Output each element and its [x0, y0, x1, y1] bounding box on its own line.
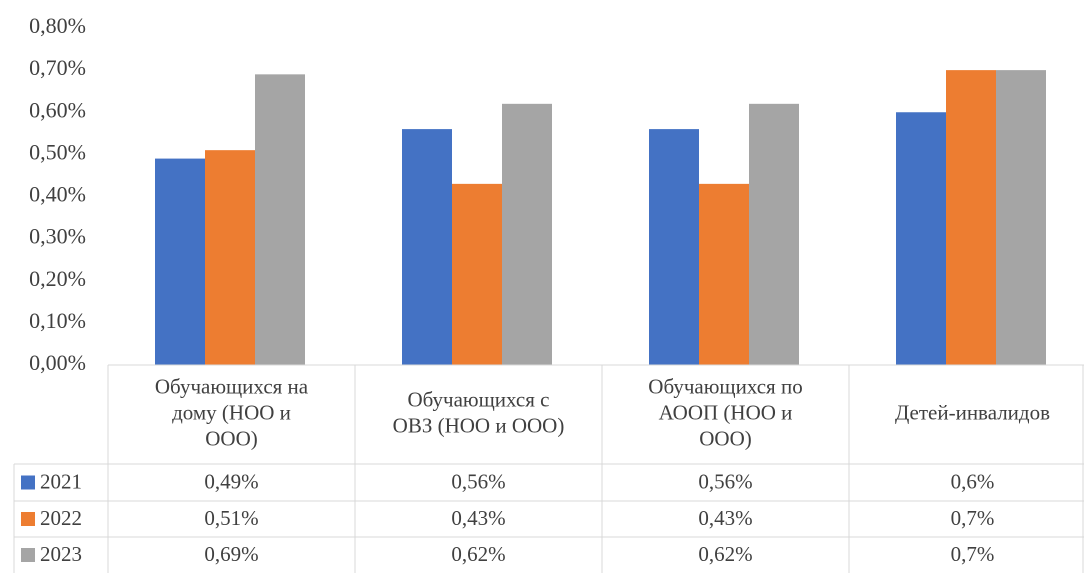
category-label: Обучающихся с: [408, 387, 550, 411]
y-tick-label: 0,80%: [29, 13, 86, 38]
category-label: дому (НОО и: [172, 400, 291, 424]
y-tick-label: 0,30%: [29, 224, 86, 249]
bar-2022-0: [205, 150, 255, 365]
category-label: АООП (НОО и: [659, 400, 793, 424]
y-tick-label: 0,50%: [29, 139, 86, 164]
bar-2022-1: [452, 183, 502, 365]
y-tick-label: 0,40%: [29, 182, 86, 207]
y-tick-label: 0,20%: [29, 266, 86, 291]
bar-2021-2: [649, 129, 699, 365]
bar-2022-3: [946, 70, 996, 365]
legend-key-2022: [21, 512, 35, 526]
legend-key-2021: [21, 475, 35, 490]
table-cell: 0,7%: [951, 506, 995, 530]
table-cell: 0,69%: [204, 542, 258, 566]
legend-label: 2023: [40, 542, 82, 566]
y-tick-label: 0,00%: [29, 350, 86, 375]
bar-2023-1: [502, 103, 552, 365]
bar-2021-0: [155, 158, 205, 365]
y-tick-label: 0,10%: [29, 308, 86, 333]
table-cell: 0,56%: [451, 469, 505, 493]
table-cell: 0,62%: [698, 542, 752, 566]
bar-2023-3: [996, 70, 1046, 365]
category-label: Обучающихся на: [155, 374, 309, 398]
table-cell: 0,43%: [451, 506, 505, 530]
legend-key-2023: [21, 548, 35, 562]
bar-2021-3: [896, 112, 946, 365]
bar-2022-2: [699, 183, 749, 365]
bar-2021-1: [402, 129, 452, 365]
bar-2023-0: [255, 74, 305, 366]
y-tick-label: 0,70%: [29, 55, 86, 80]
category-label: Детей-инвалидов: [895, 400, 1050, 424]
table-cell: 0,62%: [451, 542, 505, 566]
table-cell: 0,7%: [951, 542, 995, 566]
table-cell: 0,51%: [204, 506, 258, 530]
y-tick-label: 0,60%: [29, 97, 86, 122]
table-cell: 0,43%: [698, 506, 752, 530]
category-label: Обучающихся по: [648, 374, 802, 398]
bar-2023-2: [749, 103, 799, 365]
category-label: ООО): [205, 426, 258, 450]
category-label: ООО): [699, 426, 752, 450]
table-cell: 0,56%: [698, 469, 752, 493]
table-cell: 0,6%: [951, 469, 995, 493]
category-label: ОВЗ (НОО и ООО): [393, 413, 565, 437]
table-cell: 0,49%: [204, 469, 258, 493]
legend-label: 2022: [40, 506, 82, 530]
legend-label: 2021: [40, 469, 82, 493]
